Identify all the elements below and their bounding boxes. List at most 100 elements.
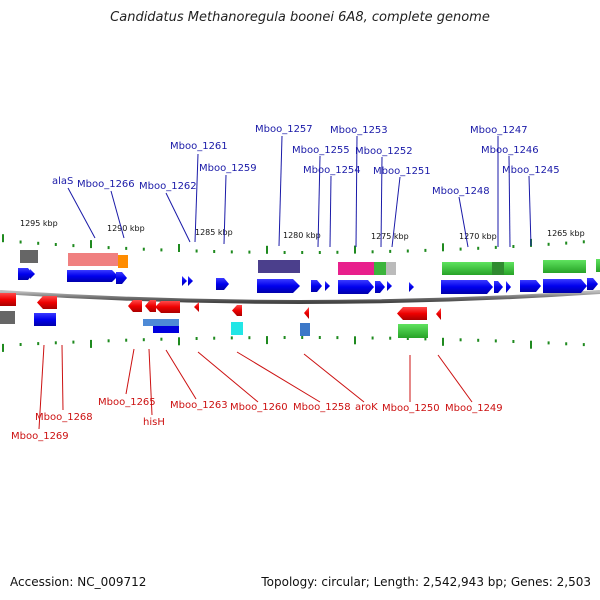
forward-gene — [506, 281, 511, 293]
forward-gene — [30, 269, 35, 279]
cog-box — [386, 262, 396, 275]
reverse-genes — [0, 293, 441, 320]
scale-labels: 1295 kbp 1290 kbp 1285 kbp 1280 kbp 1275… — [20, 219, 585, 241]
leader-line — [148, 348, 153, 416]
scale-label: 1280 kbp — [283, 231, 321, 240]
forward-leaders — [67, 135, 532, 248]
gene-label-mboo-1249: Mboo_1249 — [445, 403, 503, 414]
reverse-gene — [397, 307, 427, 320]
forward-gene — [182, 276, 187, 286]
minor-tick — [195, 249, 198, 253]
major-tick — [354, 245, 356, 254]
minor-tick — [54, 341, 57, 345]
cog-box — [231, 322, 243, 335]
forward-labels: alaS Mboo_1266 Mboo_1262 Mboo_1261 Mboo_… — [52, 124, 560, 197]
map-title: Candidatus Methanoregula boonei 6A8, com… — [110, 10, 490, 25]
minor-tick — [248, 250, 251, 254]
gene-label-mboo-1252: Mboo_1252 — [355, 146, 413, 157]
forward-gene — [338, 280, 374, 294]
leader-line — [437, 354, 473, 403]
gene-label-mboo-1250: Mboo_1250 — [382, 403, 440, 414]
scale-label: 1295 kbp — [20, 219, 58, 228]
leader-line — [355, 135, 358, 248]
minor-tick — [406, 249, 409, 253]
scale-label: 1265 kbp — [547, 229, 585, 238]
scale-label: 1285 kbp — [195, 228, 233, 237]
forward-gene — [311, 280, 322, 292]
leader-line — [278, 135, 283, 247]
cog-box — [504, 262, 514, 275]
cog-box — [258, 260, 300, 273]
cog-box — [543, 260, 586, 273]
reverse-gene — [436, 308, 441, 320]
leader-line — [165, 349, 197, 400]
minor-tick — [547, 341, 550, 345]
minor-tick — [160, 337, 163, 341]
leader-line — [194, 153, 199, 243]
leader-line — [528, 175, 532, 247]
gene-label-mboo-1245: Mboo_1245 — [502, 165, 560, 176]
minor-tick — [72, 340, 75, 344]
gene-label-mboo-1257: Mboo_1257 — [255, 124, 313, 135]
major-tick — [90, 339, 92, 348]
reverse-gene — [128, 300, 142, 312]
gene-label-mboo-1261: Mboo_1261 — [170, 141, 228, 152]
gene-label-mboo-1266: Mboo_1266 — [77, 179, 135, 190]
cog-box — [153, 326, 179, 333]
scale-label: 1275 kbp — [371, 232, 409, 241]
minor-tick — [19, 343, 22, 346]
minor-tick — [477, 338, 480, 342]
minor-tick — [318, 251, 321, 254]
forward-genes — [18, 268, 598, 294]
minor-tick — [424, 248, 427, 252]
minor-tick — [213, 336, 216, 340]
minor-tick — [459, 247, 462, 251]
minor-tick — [19, 240, 22, 244]
gene-label-mboo-1265: Mboo_1265 — [98, 397, 156, 408]
major-tick — [2, 343, 4, 352]
minor-tick — [336, 250, 339, 254]
reverse-gene — [194, 302, 199, 312]
minor-tick — [142, 247, 145, 251]
forward-gene — [18, 268, 33, 280]
minor-tick — [336, 336, 339, 340]
minor-tick — [301, 336, 304, 339]
major-tick — [442, 337, 444, 346]
reverse-gene — [232, 305, 242, 316]
minor-tick — [54, 243, 57, 246]
leader-line — [197, 351, 259, 403]
leader-line — [67, 187, 96, 239]
leader-line — [508, 155, 511, 248]
forward-gene — [587, 278, 598, 290]
leader-line — [380, 156, 383, 248]
reverse-gene — [0, 293, 16, 306]
minor-tick — [389, 249, 392, 253]
minor-tick — [512, 340, 515, 343]
minor-tick — [230, 250, 233, 254]
minor-tick — [494, 339, 497, 343]
minor-tick — [389, 336, 392, 340]
forward-gene — [325, 281, 330, 291]
cog-box — [300, 323, 310, 336]
gene-label-mboo-1254: Mboo_1254 — [303, 165, 361, 176]
minor-tick — [371, 250, 374, 254]
cog-boxes-top — [20, 250, 600, 275]
major-tick — [530, 340, 532, 349]
cog-box — [0, 311, 15, 324]
forward-gene — [116, 272, 127, 284]
cog-box — [596, 259, 600, 272]
gene-label-mboo-1263: Mboo_1263 — [170, 400, 228, 411]
minor-tick — [107, 339, 110, 343]
leader-line — [125, 348, 135, 395]
reverse-gene — [304, 307, 309, 319]
forward-gene — [188, 276, 193, 286]
minor-tick — [248, 336, 251, 340]
minor-tick — [213, 250, 216, 253]
major-tick — [354, 336, 356, 345]
forward-gene — [387, 281, 392, 291]
leader-line — [110, 190, 125, 239]
minor-tick — [424, 337, 427, 341]
reverse-gene — [145, 300, 156, 312]
minor-tick — [142, 338, 145, 342]
minor-tick — [459, 338, 462, 342]
